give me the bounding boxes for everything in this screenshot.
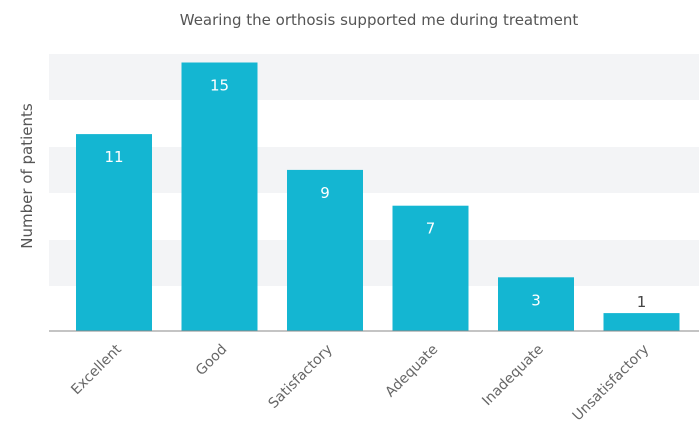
data-labels: 11 15 9 7 3 1 [104, 77, 646, 312]
bars [76, 62, 680, 331]
data-label-adequate: 7 [426, 220, 436, 238]
data-label-satisfactory: 9 [320, 184, 330, 202]
data-label-inadequate: 3 [531, 291, 541, 309]
grid-band [49, 147, 699, 193]
x-tick-label-good: Good [193, 342, 230, 379]
data-label-unsatisfactory: 1 [637, 293, 647, 311]
data-label-good: 15 [210, 77, 229, 95]
x-tick-label-satisfactory: Satisfactory [266, 342, 336, 412]
y-axis-label: Number of patients [18, 103, 36, 249]
bar-good [181, 62, 258, 331]
grid-bands [49, 54, 699, 286]
bar-adequate [392, 205, 469, 331]
x-tick-labels: Excellent Good Satisfactory Adequate Inadequ… [68, 341, 652, 424]
chart-title: Wearing the orthosis supported me during… [180, 11, 579, 29]
bar-excellent [76, 134, 152, 331]
data-label-excellent: 11 [104, 148, 123, 166]
grid-band [49, 240, 699, 286]
bar-inadequate [498, 277, 574, 331]
x-tick-label-adequate: Adequate [382, 342, 441, 401]
bar-unsatisfactory [603, 313, 680, 331]
x-tick-label-unsatisfactory: Unsatisfactory [570, 342, 653, 425]
grid-band [49, 54, 699, 100]
x-tick-label-excellent: Excellent [68, 341, 125, 398]
bar-satisfactory [287, 169, 363, 331]
x-tick-label-inadequate: Inadequate [479, 342, 547, 410]
